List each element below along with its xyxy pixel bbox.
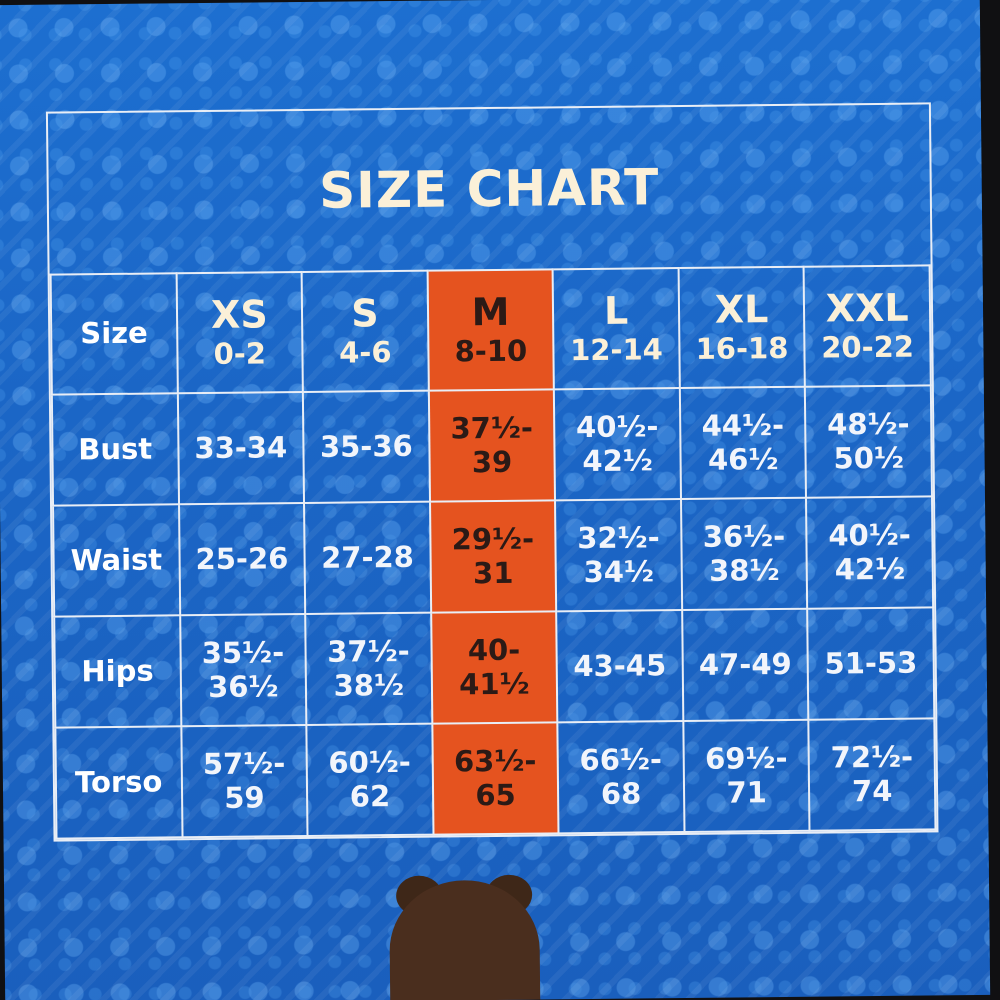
size-letter: XXL <box>825 286 909 331</box>
torso-row: Torso 57½- 59 60½- 62 63½- 65 66½- 68 69½- 71… <box>55 718 936 839</box>
torso-xxl: 72½- 74 <box>808 718 936 831</box>
bust-xs: 33-34 <box>177 391 305 505</box>
hips-xxl: 51-53 <box>807 607 935 720</box>
hips-row: Hips 35½- 36½ 37½- 38½ 40- 41½ 43-45 47-49 … <box>54 607 935 728</box>
size-range: 20-22 <box>821 329 915 365</box>
bust-xxl: 48½- 50½ <box>805 385 932 498</box>
waist-xl: 36½- 38½ <box>680 497 808 611</box>
row-label-bust: Bust <box>51 393 179 506</box>
torso-s: 60½- 62 <box>306 723 434 836</box>
waist-l: 32½- 34½ <box>555 499 682 612</box>
hips-l: 43-45 <box>556 610 684 723</box>
size-header-row: Size XS 0-2 S 4-6 M 8-10 L <box>50 265 931 395</box>
size-letter: XS <box>210 292 268 338</box>
waist-row: Waist 25-26 27-28 29½- 31 32½- 34½ 36½- 38½… <box>53 496 934 617</box>
torso-m: 63½- 65 <box>432 722 559 835</box>
size-range: 4-6 <box>338 335 392 370</box>
size-head-xl: XL 16-18 <box>678 266 806 389</box>
size-head-m: M 8-10 <box>427 269 555 391</box>
bust-row: Bust 33-34 35-36 37½- 39 40½- 42½ 44½- 46½ … <box>51 385 932 506</box>
hips-xl: 47-49 <box>681 608 809 722</box>
size-head-xxl: XXL 20-22 <box>803 265 931 387</box>
size-row-label: Size <box>50 273 178 395</box>
waist-s: 27-28 <box>304 501 431 614</box>
size-range: 8-10 <box>454 333 528 369</box>
bust-m: 37½- 39 <box>428 389 556 502</box>
hips-xs: 35½- 36½ <box>179 613 307 727</box>
size-letter: XL <box>714 287 769 333</box>
chart-title: SIZE CHART <box>318 158 660 220</box>
size-chart-box: SIZE CHART Size XS 0-2 S 4-6 M 8-10 <box>45 102 939 842</box>
waist-xs: 25-26 <box>178 502 306 616</box>
hips-m: 40- 41½ <box>430 611 558 724</box>
hips-s: 37½- 38½ <box>305 612 433 725</box>
torso-l: 66½- 68 <box>557 721 685 834</box>
size-letter: M <box>471 290 510 335</box>
size-letter: L <box>603 289 629 334</box>
size-head-xs: XS 0-2 <box>176 271 303 394</box>
row-label-torso: Torso <box>55 726 183 839</box>
bust-s: 35-36 <box>302 390 430 503</box>
size-table: Size XS 0-2 S 4-6 M 8-10 L <box>50 264 937 839</box>
bust-l: 40½- 42½ <box>554 388 681 501</box>
size-head-l: L 12-14 <box>552 268 680 390</box>
torso-xs: 57½- 59 <box>180 724 308 838</box>
bust-xl: 44½- 46½ <box>679 386 807 500</box>
size-head-s: S 4-6 <box>301 270 429 392</box>
size-letter: S <box>351 291 379 336</box>
size-range: 12-14 <box>569 332 664 368</box>
row-label-waist: Waist <box>53 504 180 617</box>
size-range: 16-18 <box>695 331 789 367</box>
waist-m: 29½- 31 <box>429 500 557 613</box>
torso-xl: 69½- 71 <box>683 719 810 833</box>
size-range: 0-2 <box>213 336 267 372</box>
row-label-hips: Hips <box>54 615 181 728</box>
waist-xxl: 40½- 42½ <box>806 496 934 609</box>
